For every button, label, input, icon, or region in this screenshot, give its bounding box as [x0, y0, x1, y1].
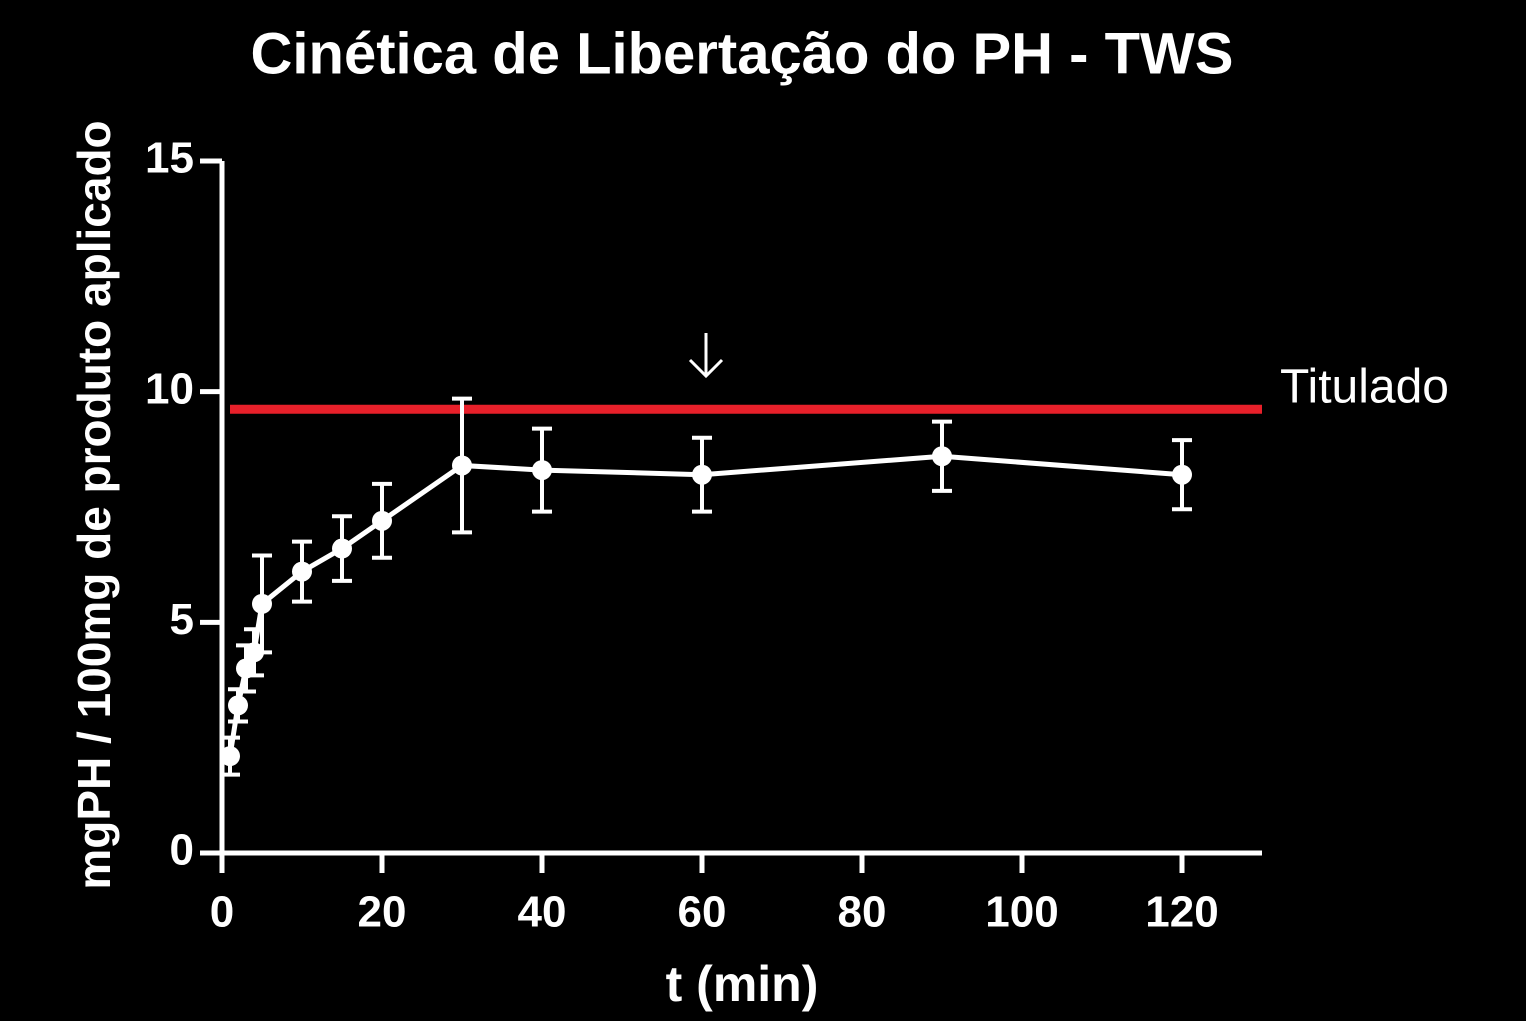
x-axis-label: t (min) — [666, 956, 819, 1012]
data-point — [220, 746, 240, 767]
data-point — [252, 593, 272, 614]
x-tick-label: 80 — [838, 888, 887, 937]
data-point — [692, 464, 712, 485]
data-point — [1172, 464, 1192, 485]
x-tick-label: 100 — [985, 888, 1058, 937]
data-point — [372, 510, 392, 531]
data-point — [292, 561, 312, 582]
y-axis-label: mgPH / 100mg de produto aplicado — [68, 120, 120, 889]
x-tick-label: 40 — [518, 888, 567, 937]
y-tick-label: 10 — [145, 364, 194, 413]
x-tick-label: 20 — [358, 888, 407, 937]
x-tick-label: 60 — [678, 888, 727, 937]
data-point — [932, 446, 952, 467]
data-point — [228, 695, 248, 716]
x-tick-label: 0 — [210, 888, 234, 937]
y-tick-label: 15 — [145, 134, 194, 183]
chart-title: Cinética de Libertação do PH - TWS — [251, 21, 1234, 86]
arrow-annotation — [688, 333, 724, 379]
reference-label: Titulado — [1280, 361, 1449, 414]
data-point — [332, 538, 352, 559]
y-tick-label: 0 — [170, 826, 194, 875]
x-tick-label: 120 — [1145, 888, 1218, 937]
data-point — [532, 460, 552, 481]
y-tick-label: 5 — [170, 595, 194, 644]
data-point — [452, 455, 472, 476]
